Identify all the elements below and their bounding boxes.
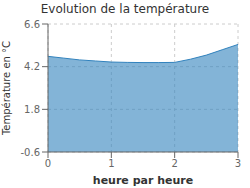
svg-text:heure par heure: heure par heure xyxy=(93,174,193,187)
svg-text:4.2: 4.2 xyxy=(24,61,40,72)
svg-text:3: 3 xyxy=(235,158,241,169)
svg-text:0: 0 xyxy=(45,158,51,169)
svg-text:1.8: 1.8 xyxy=(24,104,40,115)
svg-text:Température en °C: Température en °C xyxy=(8,41,12,136)
html-text:Evolution de la température: Evolution de la température xyxy=(40,2,210,16)
svg-text:1: 1 xyxy=(108,158,114,169)
svg-text:-0.6: -0.6 xyxy=(20,147,40,158)
svg-text:6.6: 6.6 xyxy=(24,19,40,30)
svg-text:2: 2 xyxy=(171,158,177,169)
